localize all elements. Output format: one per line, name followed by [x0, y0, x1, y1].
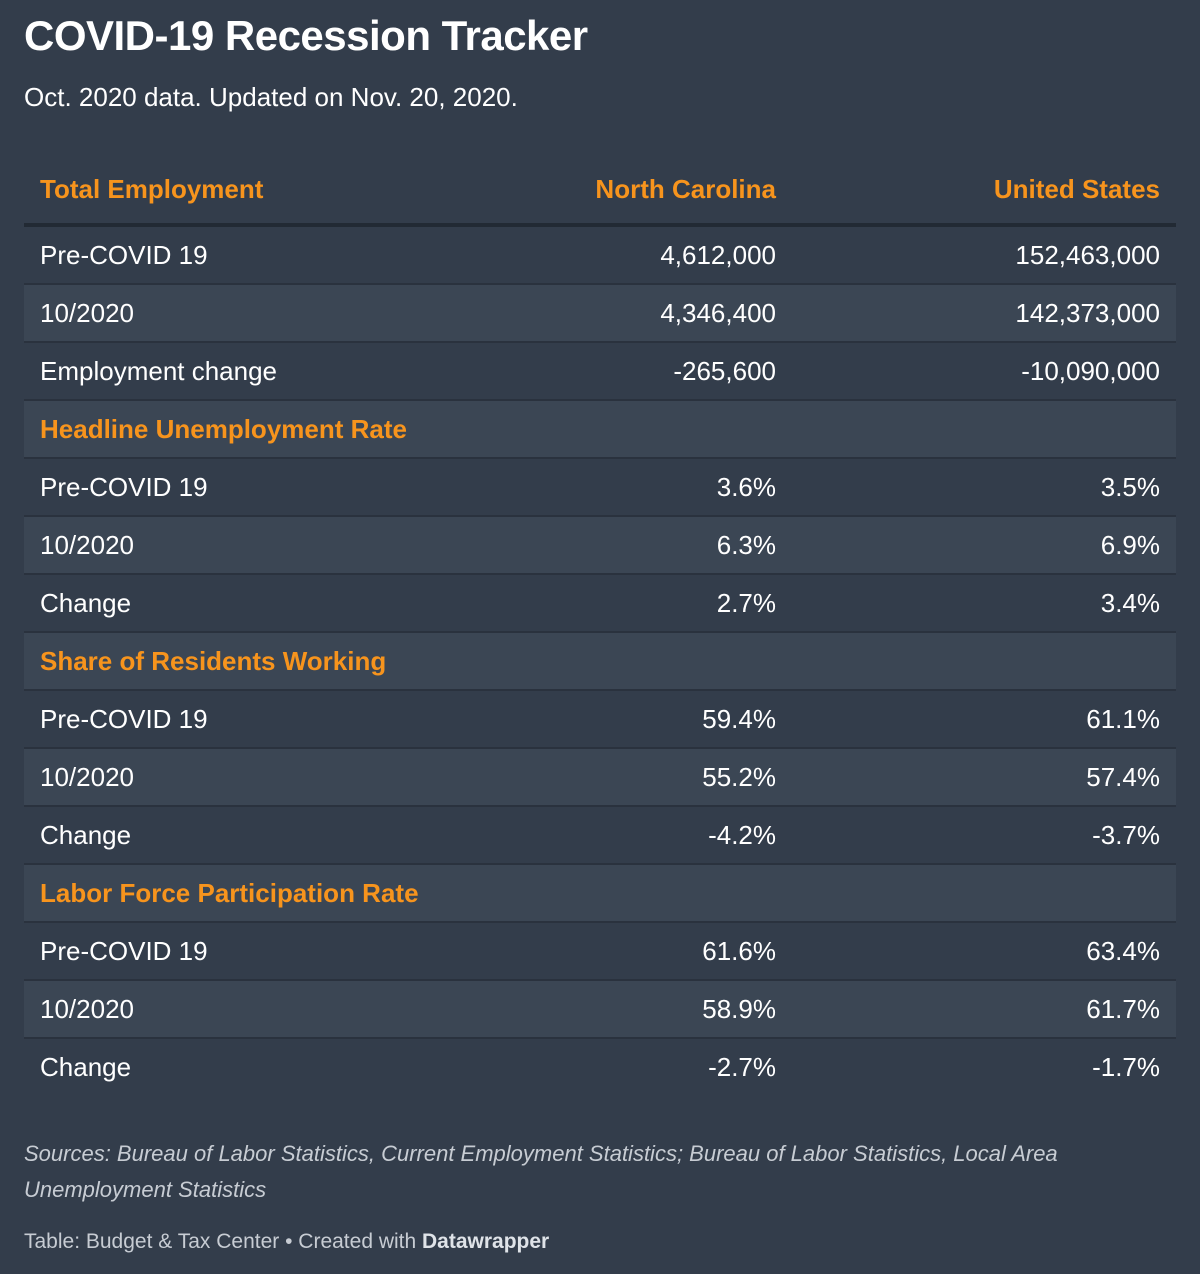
- recession-table: Total Employment North Carolina United S…: [24, 155, 1176, 1095]
- page-title: COVID-19 Recession Tracker: [24, 12, 588, 59]
- cell-north-carolina: 3.6%: [504, 458, 792, 517]
- cell-united-states: -1.7%: [1092, 1051, 1160, 1082]
- row-label: Change: [24, 806, 504, 865]
- cell-united-states: 142,373,000: [792, 284, 1176, 343]
- row-label: 10/2020: [24, 284, 504, 343]
- row-label: Change: [24, 574, 504, 633]
- section-title: Headline Unemployment Rate: [24, 400, 1176, 459]
- row-label: Pre-COVID 19: [24, 458, 504, 517]
- cell-united-states: -10,090,000: [792, 342, 1176, 401]
- row-label: Pre-COVID 19: [24, 225, 504, 285]
- row-label: 10/2020: [24, 980, 504, 1039]
- footer-brand: Datawrapper: [422, 1230, 550, 1253]
- column-header-category: Total Employment: [24, 155, 504, 227]
- cell-north-carolina: 61.6%: [504, 922, 792, 981]
- table-header-row: Total Employment North Carolina United S…: [24, 155, 1176, 227]
- section-row: Headline Unemployment Rate: [24, 400, 1176, 459]
- cell-united-states: 61.1%: [792, 690, 1176, 749]
- table-row: Pre-COVID 19 4,612,000 152,463,000: [24, 225, 1176, 285]
- row-label: Change: [40, 1051, 132, 1082]
- row-label: Pre-COVID 19: [24, 690, 504, 749]
- row-label: 10/2020: [24, 748, 504, 807]
- table-row: Pre-COVID 19 3.6% 3.5%: [24, 458, 1176, 517]
- table-body: Pre-COVID 19 4,612,000 152,463,000 10/2020 4…: [24, 225, 1176, 1095]
- cell-united-states: 63.4%: [792, 922, 1176, 981]
- sources-note: Sources: Bureau of Labor Statistics, Cur…: [24, 1141, 1058, 1202]
- cell-north-carolina: 59.4%: [504, 690, 792, 749]
- table-row: Pre-COVID 19 59.4% 61.1%: [24, 690, 1176, 749]
- cell-north-carolina: -4.2%: [504, 806, 792, 865]
- cell-north-carolina: 58.9%: [504, 980, 792, 1039]
- cell-north-carolina: 6.3%: [504, 516, 792, 575]
- cell-north-carolina: -265,600: [504, 342, 792, 401]
- row-label: 10/2020: [24, 516, 504, 575]
- cell-united-states: 6.9%: [792, 516, 1176, 575]
- page-subtitle: Oct. 2020 data. Updated on Nov. 20, 2020…: [24, 82, 518, 112]
- cell-united-states: 152,463,000: [792, 225, 1176, 285]
- cell-north-carolina: -2.7%: [708, 1051, 776, 1082]
- cell-north-carolina: 4,346,400: [504, 284, 792, 343]
- cell-united-states: 3.4%: [792, 574, 1176, 633]
- column-header-north-carolina: North Carolina: [504, 155, 792, 227]
- table-row: Employment change -265,600 -10,090,000: [24, 342, 1176, 401]
- table-row: 10/2020 4,346,400 142,373,000: [24, 284, 1176, 343]
- section-title: Labor Force Participation Rate: [24, 864, 1176, 923]
- cell-north-carolina: 2.7%: [504, 574, 792, 633]
- footer-credit: Table: Budget & Tax Center • Created wit…: [24, 1230, 549, 1254]
- table-row: Change -4.2% -3.7%: [24, 806, 1176, 865]
- column-header-united-states: United States: [792, 155, 1176, 227]
- cell-north-carolina: 4,612,000: [504, 225, 792, 285]
- cell-united-states: -3.7%: [792, 806, 1176, 865]
- section-row: Labor Force Participation Rate: [24, 864, 1176, 923]
- table-row: Pre-COVID 19 61.6% 63.4%: [24, 922, 1176, 981]
- section-title: Share of Residents Working: [24, 632, 1176, 691]
- cell-united-states: 3.5%: [792, 458, 1176, 517]
- table-row: 10/2020 6.3% 6.9%: [24, 516, 1176, 575]
- table-row: Change -2.7% -1.7%: [24, 1038, 1176, 1095]
- table-row: Change 2.7% 3.4%: [24, 574, 1176, 633]
- table-row: 10/2020 55.2% 57.4%: [24, 748, 1176, 807]
- table-row: 10/2020 58.9% 61.7%: [24, 980, 1176, 1039]
- cell-north-carolina: 55.2%: [504, 748, 792, 807]
- row-label: Pre-COVID 19: [24, 922, 504, 981]
- cell-united-states: 57.4%: [792, 748, 1176, 807]
- row-label: Employment change: [24, 342, 504, 401]
- section-row: Share of Residents Working: [24, 632, 1176, 691]
- cell-united-states: 61.7%: [792, 980, 1176, 1039]
- footer-prefix: Table: Budget & Tax Center • Created wit…: [24, 1230, 423, 1253]
